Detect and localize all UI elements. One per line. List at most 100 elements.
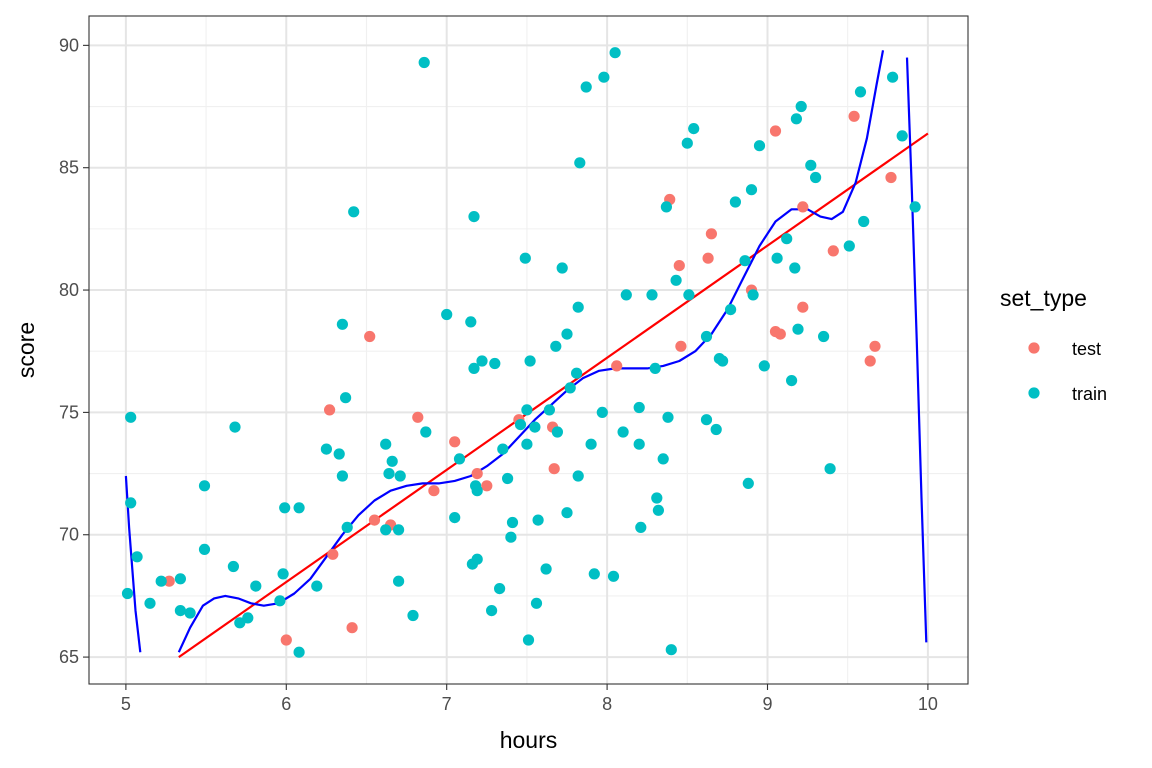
data-point-train <box>341 521 353 534</box>
legend-key-train <box>1028 387 1040 399</box>
data-point-train <box>564 382 576 394</box>
data-point-train <box>468 362 480 374</box>
data-point-train <box>530 597 543 609</box>
legend-label-test: test <box>1072 339 1101 359</box>
data-point-train <box>234 617 246 629</box>
x-axis: 5 6 7 8 9 10 <box>121 684 938 714</box>
x-tick-label: 7 <box>442 694 452 714</box>
data-point-train <box>144 597 156 609</box>
data-point-test <box>481 480 493 492</box>
data-point-train <box>607 570 620 582</box>
data-point-train <box>843 240 855 252</box>
data-point-train <box>790 113 803 125</box>
data-point-train <box>393 524 405 536</box>
data-point-train <box>449 511 461 524</box>
data-point-train <box>574 157 586 169</box>
data-point-train <box>242 612 254 624</box>
data-point-train <box>468 211 480 223</box>
y-tick-label: 65 <box>59 647 79 667</box>
legend-key-test <box>1028 342 1040 354</box>
y-tick-label: 80 <box>59 280 79 300</box>
data-point-train <box>717 355 729 367</box>
grid-minor <box>89 16 968 684</box>
data-point-train <box>521 404 533 416</box>
data-point-test <box>364 330 376 343</box>
data-point-train <box>739 255 751 267</box>
data-point-train <box>514 419 527 431</box>
data-point-train <box>665 644 677 656</box>
legend: set_type test train <box>1000 285 1107 404</box>
data-point-train <box>858 215 870 228</box>
data-point-train <box>250 580 262 592</box>
legend-title: set_type <box>1000 285 1087 311</box>
data-point-train <box>662 411 674 423</box>
data-point-train <box>502 472 514 485</box>
data-point-test <box>705 228 718 240</box>
data-point-train <box>771 252 783 264</box>
data-point-train <box>340 392 352 404</box>
data-point-train <box>529 421 541 433</box>
data-point-test <box>428 485 440 497</box>
data-point-train <box>572 470 584 482</box>
data-point-train <box>572 301 584 313</box>
data-point-train <box>633 438 645 450</box>
data-point-train <box>519 252 531 264</box>
data-point-train <box>320 443 332 455</box>
data-point-train <box>657 453 669 465</box>
x-axis-title: hours <box>500 727 558 753</box>
data-point-test <box>163 575 175 587</box>
data-point-test <box>827 245 839 257</box>
data-point-train <box>646 289 658 301</box>
data-point-test <box>797 201 809 213</box>
data-point-train <box>561 507 573 519</box>
x-tick-label: 6 <box>281 694 291 714</box>
data-point-train <box>598 71 610 83</box>
data-point-train <box>407 609 419 622</box>
data-point-train <box>585 438 597 450</box>
data-point-train <box>795 100 807 113</box>
x-tick-label: 5 <box>121 694 131 714</box>
linear-fit-line <box>178 132 929 659</box>
data-point-test <box>675 340 687 352</box>
data-point-train <box>524 355 536 367</box>
polynomial-fit-line <box>905 57 928 643</box>
data-point-train <box>818 330 830 343</box>
data-point-train <box>810 171 822 184</box>
y-axis: 65 70 75 80 85 90 <box>59 35 89 667</box>
data-point-test <box>280 634 292 646</box>
data-point-train <box>174 605 186 617</box>
data-point-train <box>887 71 899 83</box>
data-point-test <box>869 340 881 352</box>
data-point-train <box>609 47 621 59</box>
data-point-test <box>885 171 897 184</box>
data-point-train <box>441 308 453 321</box>
data-point-train <box>651 492 663 504</box>
legend-entries: test train <box>1028 339 1107 404</box>
data-point-train <box>683 289 695 301</box>
data-point-test <box>548 463 560 475</box>
data-point-train <box>561 328 573 340</box>
data-point-test <box>324 404 336 416</box>
data-point-train <box>635 521 647 534</box>
data-point-train <box>155 575 167 587</box>
data-point-train <box>394 470 406 482</box>
data-point-train <box>522 634 535 646</box>
y-tick-label: 70 <box>59 525 79 545</box>
data-point-train <box>532 514 544 526</box>
data-point-train <box>540 563 552 575</box>
data-point-train <box>617 426 629 438</box>
data-point-train <box>909 201 921 213</box>
data-point-train <box>420 426 432 438</box>
panel-border <box>88 15 969 685</box>
data-point-train <box>580 81 592 93</box>
data-point-train <box>121 587 134 600</box>
legend-label-train: train <box>1072 384 1107 404</box>
data-point-train <box>471 485 483 497</box>
data-point-train <box>649 362 661 374</box>
data-point-train <box>792 323 804 335</box>
data-point-train <box>227 560 239 573</box>
x-tick-label: 9 <box>762 694 772 714</box>
data-point-train <box>543 404 556 416</box>
data-point-train <box>125 497 137 509</box>
